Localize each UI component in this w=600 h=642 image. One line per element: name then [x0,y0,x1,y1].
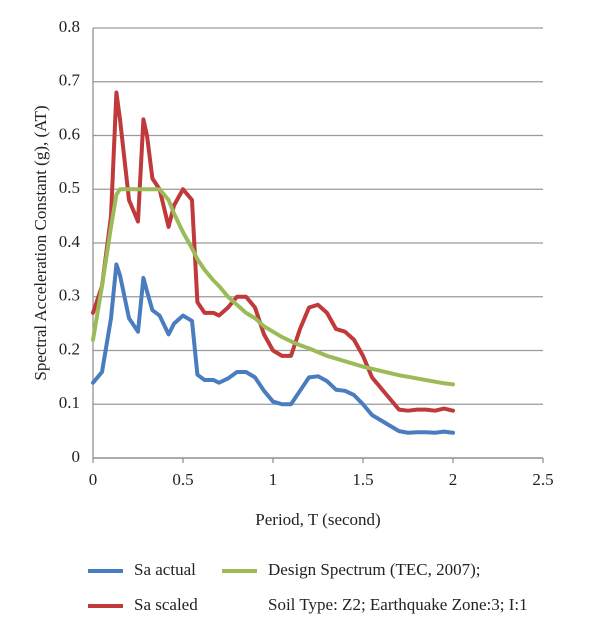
legend-note: Soil Type: Z2; Earthquake Zone:3; I:1 [268,595,528,614]
legend-label: Design Spectrum (TEC, 2007); [268,560,480,579]
y-tick-label: 0.5 [59,178,80,197]
x-tick-label: 0.5 [172,470,193,489]
y-tick-label: 0.3 [59,286,80,305]
legend-label: Sa actual [134,560,196,579]
series-line [91,187,455,387]
y-tick-label: 0 [72,447,81,466]
y-tick-label: 0.1 [59,393,80,412]
x-tick-label: 0 [89,470,98,489]
y-axis-label: Spectral Acceleration Constant (g), (AT) [31,105,50,380]
y-tick-label: 0.2 [59,339,80,358]
y-tick-label: 0.4 [59,232,81,251]
series-line [91,262,455,435]
y-tick-label: 0.6 [59,124,80,143]
x-axis-label: Period, T (second) [255,510,380,529]
x-tick-label: 2.5 [532,470,553,489]
x-tick-label: 2 [449,470,458,489]
y-tick-label: 0.7 [59,71,81,90]
legend-label: Sa scaled [134,595,198,614]
series-line [91,90,455,413]
y-tick-label: 0.8 [59,17,80,36]
x-tick-label: 1.5 [352,470,373,489]
x-tick-label: 1 [269,470,278,489]
